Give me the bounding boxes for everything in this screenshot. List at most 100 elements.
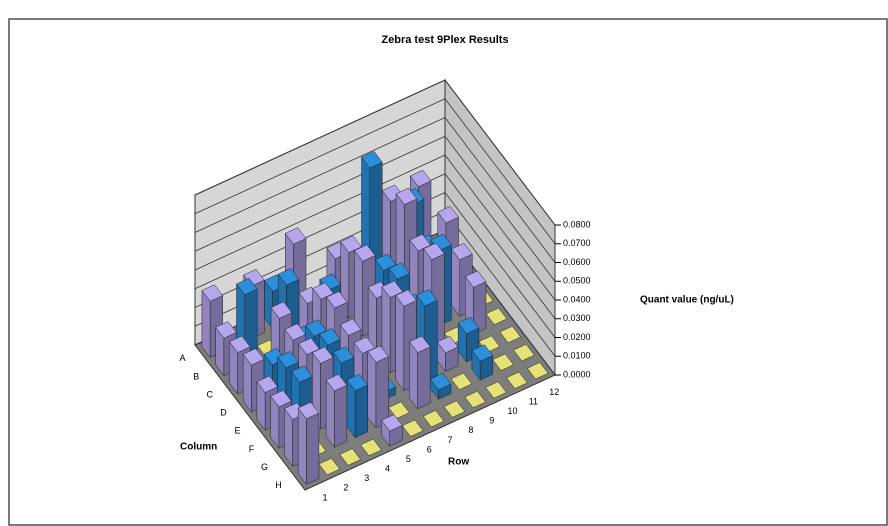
row-tick-label: 4: [385, 464, 390, 474]
zero-tile: [526, 362, 549, 380]
bar-top-face: [437, 206, 459, 224]
bar-top-face: [236, 277, 258, 296]
row-tick-label: 1: [323, 492, 328, 502]
column-tick-label: G: [261, 462, 268, 472]
bar-top-face: [319, 328, 341, 346]
zero-tile: [318, 457, 341, 476]
z-tick-label: 0.0200: [563, 332, 591, 342]
bar-top-face: [457, 316, 480, 335]
bar-top-face: [312, 282, 334, 300]
row-tick-label: 7: [448, 435, 453, 445]
row-tick-label: 6: [427, 444, 432, 454]
row-tick-label: 2: [343, 483, 348, 493]
column-tick-label: A: [179, 353, 185, 363]
row-tick-label: 5: [406, 454, 411, 464]
grid-line: [194, 192, 556, 338]
bar-front-face: [354, 384, 368, 438]
bar-left-face: [395, 294, 405, 392]
bar-top-face: [332, 346, 355, 364]
bar-left-face: [297, 407, 307, 486]
bar-top-face: [451, 242, 473, 261]
z-tick-label: 0.0100: [563, 351, 591, 361]
bar-top-face: [464, 270, 487, 288]
bar: [492, 353, 514, 371]
bar: [422, 410, 445, 428]
bar-top-face: [340, 235, 362, 253]
bar-top-face: [409, 169, 432, 188]
z-tick-label: 0.0300: [563, 313, 591, 323]
column-axis-label: Column: [180, 442, 217, 453]
bar: [513, 343, 535, 362]
bar: [318, 457, 341, 476]
bar-top-face: [346, 373, 369, 392]
bar-top-face: [305, 319, 327, 337]
zero-tile: [443, 400, 466, 418]
column-tick-label: H: [275, 480, 282, 490]
bar-top-face: [436, 335, 459, 354]
bar-top-face: [201, 284, 224, 302]
bar: [443, 400, 466, 418]
bar: [450, 372, 473, 390]
bar-top-face: [374, 253, 397, 271]
bar-top-face: [311, 346, 334, 364]
bar: [457, 316, 480, 363]
column-tick-label: C: [206, 389, 213, 399]
bar: [339, 448, 361, 466]
zero-tile: [464, 390, 486, 409]
bar: [297, 401, 320, 486]
row-tick-label: 9: [489, 416, 494, 426]
bar: [485, 307, 508, 325]
bar-top-face: [339, 318, 362, 336]
bar-top-face: [256, 375, 279, 393]
zero-tile: [422, 410, 445, 428]
column-tick-label: E: [234, 426, 240, 436]
z-tick-label: 0.0500: [563, 276, 591, 286]
bar: [346, 373, 369, 439]
bar-left-face: [367, 350, 377, 429]
bar-top-face: [471, 344, 494, 362]
grid-line: [194, 98, 556, 244]
bar-left-face: [451, 248, 460, 317]
bar-front-face: [306, 412, 320, 485]
bar-left-face: [201, 289, 211, 359]
bar-left-face: [325, 379, 335, 448]
z-axis-label: Quant value (ng/uL): [640, 295, 734, 306]
z-tick-label: 0.0400: [563, 294, 591, 304]
bar: [506, 371, 528, 389]
zero-tile: [513, 343, 535, 362]
zero-tile: [485, 381, 507, 399]
bar-top-face: [270, 390, 292, 408]
bar-top-face: [361, 151, 383, 169]
grid-line: [194, 117, 556, 263]
bar-top-face: [284, 227, 307, 245]
bar: [526, 362, 549, 380]
bar: [401, 419, 424, 437]
bar: [325, 373, 348, 448]
bar: [381, 414, 403, 447]
bar-top-face: [291, 365, 313, 383]
grid-line: [194, 135, 556, 282]
bar-top-face: [388, 262, 411, 280]
bar-top-face: [270, 301, 293, 319]
bar: [360, 438, 382, 457]
bar-top-face: [395, 289, 417, 307]
bar: [436, 335, 459, 373]
bar-top-face: [423, 242, 445, 260]
bar: [429, 372, 452, 400]
bar-top-face: [395, 187, 418, 205]
z-tick-label: 0.0800: [563, 219, 591, 229]
bar-top-face: [242, 348, 265, 366]
row-tick-label: 11: [529, 396, 538, 406]
bar: [367, 345, 389, 429]
bar: [485, 381, 507, 399]
row-tick-label: 10: [508, 406, 518, 416]
bar-top-face: [409, 233, 431, 252]
bar-top-face: [416, 289, 438, 307]
bar-top-face: [277, 351, 299, 369]
row-tick-label: 3: [364, 473, 369, 483]
bar-top-face: [325, 373, 348, 392]
zero-tile: [492, 353, 514, 371]
bar-top-face: [215, 321, 237, 339]
z-tick-label: 0.0000: [563, 369, 591, 379]
